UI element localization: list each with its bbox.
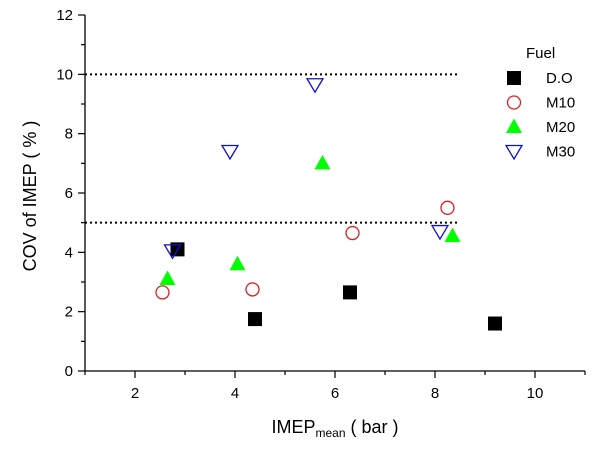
data-point-m30 (430, 224, 450, 241)
x-axis-title-subscript: mean (315, 426, 345, 440)
legend-marker-d-o (507, 71, 521, 85)
y-axis-title: COV of IMEP ( % ) (20, 121, 40, 272)
legend-marker-m10 (506, 95, 522, 110)
legend-title: Fuel (526, 45, 555, 62)
legend-label-m20: M20 (546, 119, 575, 136)
data-point-m30 (163, 244, 182, 260)
data-point-m20 (159, 270, 176, 286)
legend-marker-m30 (504, 144, 524, 161)
data-point-m10 (245, 282, 260, 297)
x-axis-title-unit: ( bar ) (346, 417, 399, 437)
x-axis-title-main: IMEP (271, 417, 315, 437)
data-point-m30 (305, 78, 325, 94)
x-tick-label: 10 (527, 385, 544, 402)
data-point-d-o (248, 312, 262, 327)
y-tick-label: 4 (65, 244, 73, 261)
x-tick-label: 2 (131, 385, 139, 402)
data-point-m20 (314, 154, 331, 170)
y-tick-label: 12 (56, 7, 73, 24)
data-point-d-o (488, 316, 502, 331)
data-point-m10 (440, 200, 455, 215)
y-tick-label: 2 (65, 304, 73, 321)
legend-label-m10: M10 (546, 95, 575, 112)
y-tick-label: 6 (65, 185, 73, 202)
data-point-m30 (220, 144, 240, 161)
x-axis-title: IMEPmean ( bar ) (271, 417, 398, 440)
legend-label-m30: M30 (546, 144, 575, 161)
x-tick-label: 6 (331, 385, 339, 402)
data-point-m10 (155, 285, 170, 300)
x-tick-label: 4 (231, 385, 239, 402)
legend-marker-m20 (506, 118, 522, 133)
y-tick-label: 0 (65, 363, 73, 380)
data-point-m10 (345, 225, 360, 241)
data-point-m20 (229, 255, 246, 271)
y-tick-label: 10 (56, 66, 73, 83)
data-point-m20 (444, 227, 461, 243)
data-point-d-o (343, 285, 357, 300)
x-tick-label: 8 (431, 385, 439, 402)
y-tick-label: 8 (65, 126, 73, 143)
legend-label-d-o: D.O (546, 70, 573, 87)
